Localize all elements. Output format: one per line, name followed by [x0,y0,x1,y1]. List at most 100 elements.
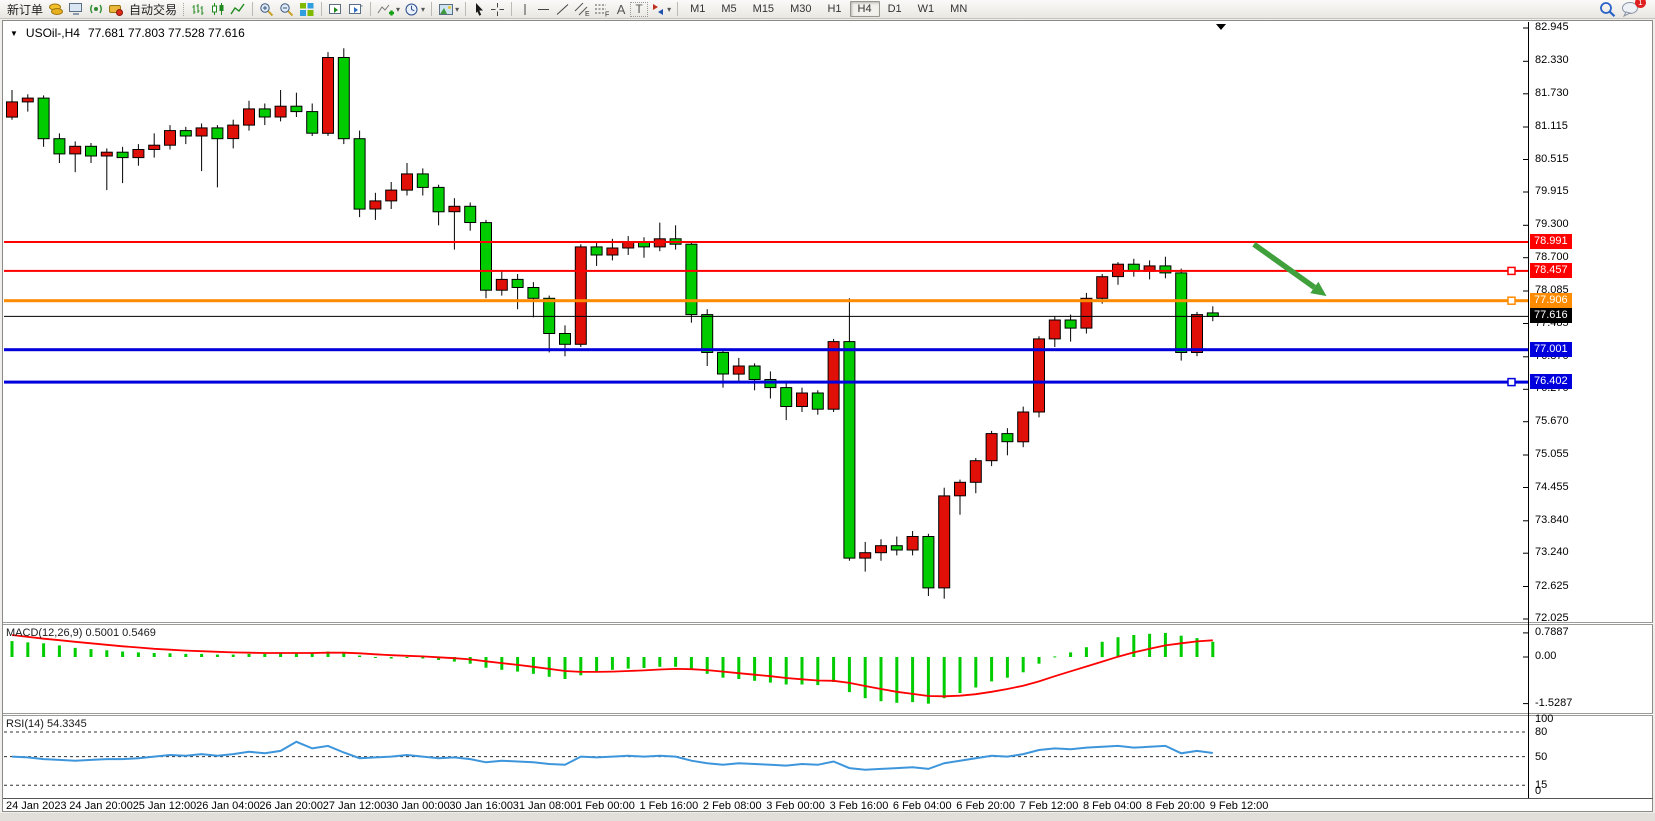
price-axis[interactable]: 82.945 82.330 81.730 81.115 80.515 79.915 79.3… [1529,21,1654,798]
candle-body [590,246,603,256]
price-tick-label: 78.700 [1535,250,1569,263]
macd-pane[interactable] [4,625,1528,713]
rsi-canvas[interactable] [4,716,1528,798]
chart-title: ▼ USOil-,H4 77.681 77.803 77.528 77.616 [10,26,245,40]
coins-icon[interactable] [46,1,66,18]
time-tick-label: 24 Jan 2023 [6,800,67,812]
cursor-icon[interactable] [470,1,488,18]
horizontal-level-line[interactable] [4,380,1528,384]
indicators-icon[interactable]: ▾ [375,1,402,18]
timeframe-button-M30[interactable]: M30 [790,3,812,15]
timeframe-button-W1[interactable]: W1 [917,3,935,15]
candle-body [780,387,793,408]
crosshair-icon[interactable] [488,1,507,18]
timeframe-button-M15[interactable]: M15 [752,3,775,15]
horizontal-line-icon[interactable] [534,1,553,18]
search-icon[interactable] [1597,1,1619,18]
candle-body [448,205,461,213]
line-handle[interactable] [1507,296,1516,305]
quick-panel-arrow-icon[interactable]: ▼ [10,28,18,38]
candle-body [796,392,808,407]
timeframe-button-H4[interactable]: H4 [849,1,880,17]
chat-icon[interactable]: 1 [1619,0,1646,18]
autotrade-icon[interactable] [106,1,126,18]
pane-divider[interactable] [3,622,1653,625]
horizontal-level-line[interactable] [4,269,1528,272]
macd-histogram-bar [279,653,283,657]
price-tick-label: 79.300 [1535,218,1569,231]
timeframe-button-M1[interactable]: M1 [690,3,706,15]
macd-histogram-bar [1100,641,1104,658]
pane-divider[interactable] [3,713,1653,716]
macd-histogram-bar [200,653,204,657]
main-toolbar: 新订单 自动交易 [0,0,1655,19]
macd-histogram-bar [1148,633,1152,657]
macd-histogram-bar [1179,635,1183,657]
terminal-icon[interactable] [66,1,86,18]
channel-icon[interactable]: E [572,1,592,18]
candle-body [495,278,508,291]
macd-histogram-bar [73,647,77,657]
candle-body [811,392,824,410]
cascade-charts-icon[interactable] [346,1,366,18]
vertical-line-icon[interactable] [516,1,534,18]
zoom-out-icon[interactable] [277,1,297,18]
zoom-in-icon[interactable] [257,1,277,18]
macd-histogram-bar [689,657,693,670]
macd-histogram-bar [547,657,551,677]
channel-letter: E [585,11,590,17]
macd-canvas[interactable] [4,625,1528,713]
signal-icon[interactable] [86,1,106,18]
new-order-button[interactable]: 新订单 [7,2,44,17]
price-tick-label: 80.515 [1535,152,1569,165]
line-handle[interactable] [1507,377,1516,387]
time-axis[interactable]: 24 Jan 2023 24 Jan 20:00 25 Jan 12:00 26 Ja… [4,800,1528,813]
candle-body [1017,411,1030,443]
candle-body [748,365,761,380]
time-tick-label: 7 Feb 12:00 [1019,800,1079,812]
candle-body [322,57,334,134]
timeframe-button-MN[interactable]: MN [950,3,968,15]
macd-histogram-bar [911,657,915,703]
chart-shift-marker-icon[interactable] [1216,24,1226,30]
timeframe-button-M5[interactable]: M5 [721,3,737,15]
price-chart-canvas[interactable] [4,22,1528,622]
annotation-arrow-head[interactable] [1310,281,1327,297]
arrows-icon[interactable]: ▾ [648,1,673,18]
candle-body [574,246,587,345]
macd-histogram-bar [768,657,772,683]
text-label-icon[interactable]: T [630,1,649,17]
bar-chart-icon[interactable] [188,1,208,18]
horizontal-level-line[interactable] [4,348,1528,352]
fibonacci-icon[interactable]: F [592,1,612,18]
macd-histogram-bar [184,653,188,657]
candle-body [116,151,129,159]
line-handle[interactable] [1507,266,1516,276]
annotation-arrow-shaft[interactable] [1252,241,1316,290]
toolbar-separator [370,2,372,16]
tile-windows-icon[interactable] [297,1,317,18]
horizontal-level-line[interactable] [4,241,1528,243]
trendline-icon[interactable] [553,1,572,18]
candle-body [969,460,982,483]
toolbar-separator [431,2,433,16]
candlestick-chart-icon[interactable] [208,1,228,18]
macd-histogram-bar [152,653,156,657]
rsi-pane[interactable] [4,716,1528,798]
price-chart-pane[interactable] [4,22,1528,622]
timeframe-button-D1[interactable]: D1 [887,3,902,15]
candle-body [85,145,97,157]
candle-body [938,495,951,589]
macd-indicator-label: MACD(12,26,9) 0.5001 0.5469 [6,627,156,639]
auto-trading-button[interactable]: 自动交易 [129,2,178,17]
horizontal-level-line[interactable] [4,299,1528,303]
timeframe-button-H1[interactable]: H1 [827,3,842,15]
line-chart-icon[interactable] [228,1,248,18]
macd-histogram-bar [705,657,709,674]
arrange-charts-icon[interactable] [326,1,346,18]
text-icon[interactable]: A [616,1,626,17]
templates-icon[interactable]: ▾ [436,1,461,18]
level-price-label: 76.402 [1530,374,1572,390]
periods-icon[interactable]: ▾ [402,1,427,18]
candle-body [164,130,176,146]
